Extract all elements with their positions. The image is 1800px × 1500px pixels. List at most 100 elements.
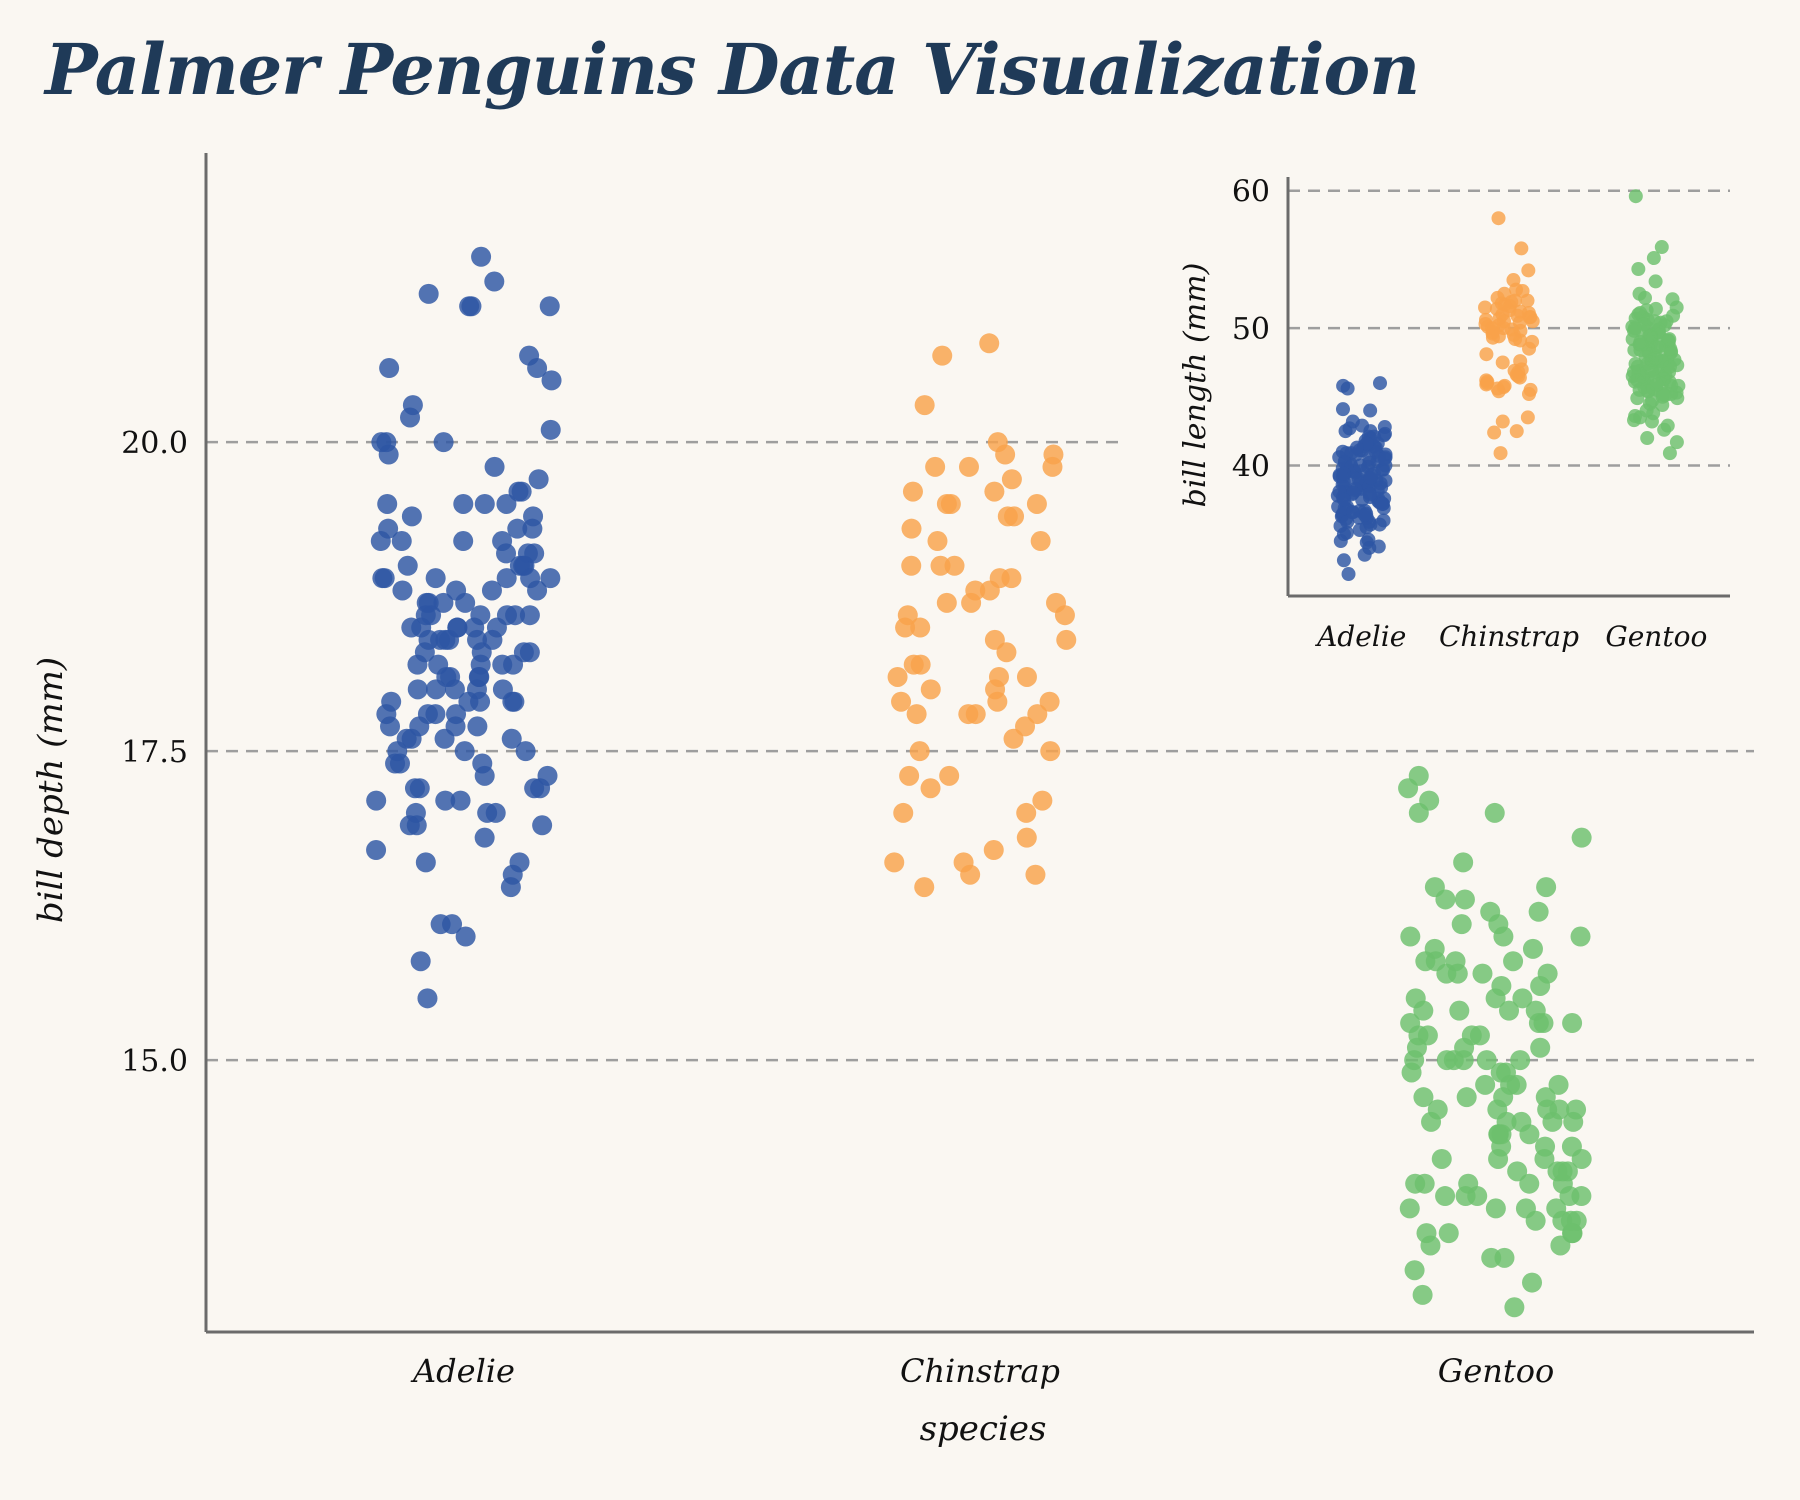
- main-data-point-gentoo: [1507, 1161, 1528, 1182]
- main-data-point-chinstrap: [887, 666, 908, 687]
- main-data-point-adelie: [458, 691, 479, 712]
- inset-data-point-gentoo: [1666, 308, 1681, 323]
- main-data-point-gentoo: [1469, 1025, 1490, 1046]
- main-data-point-adelie: [528, 469, 549, 490]
- main-axes: [204, 153, 1754, 1334]
- main-data-point-chinstrap: [1056, 629, 1077, 650]
- main-data-point-adelie: [474, 493, 495, 514]
- main-data-point-gentoo: [1491, 975, 1512, 996]
- inset-data-point-gentoo: [1644, 414, 1659, 429]
- main-data-point-gentoo: [1476, 1050, 1497, 1071]
- main-data-point-gentoo: [1493, 926, 1514, 947]
- main-data-point-adelie: [405, 802, 426, 823]
- main-data-point-chinstrap: [891, 691, 912, 712]
- main-data-point-gentoo: [1571, 1186, 1592, 1207]
- inset-data-point-gentoo: [1628, 189, 1643, 204]
- main-data-point-adelie: [515, 741, 536, 762]
- inset-data-point-adelie: [1336, 553, 1351, 568]
- main-data-point-gentoo: [1405, 1173, 1426, 1194]
- inset-data-point-gentoo: [1648, 301, 1663, 316]
- main-data-point-gentoo: [1562, 1013, 1583, 1034]
- main-data-point-chinstrap: [944, 555, 965, 576]
- main-data-point-chinstrap: [1030, 531, 1051, 552]
- main-data-point-adelie: [389, 753, 410, 774]
- inset-data-point-adelie: [1337, 492, 1352, 507]
- inset-data-point-gentoo: [1657, 422, 1672, 437]
- inset-data-point-adelie: [1341, 567, 1356, 582]
- main-data-point-gentoo: [1404, 1260, 1425, 1281]
- main-data-point-gentoo: [1561, 1136, 1582, 1157]
- main-data-point-chinstrap: [1016, 802, 1037, 823]
- inset-data-point-adelie: [1357, 547, 1372, 562]
- inset-data-point-chinstrap: [1520, 410, 1535, 425]
- main-data-point-chinstrap: [961, 592, 982, 613]
- main-data-point-chinstrap: [958, 456, 979, 477]
- inset-data-point-adelie: [1353, 458, 1368, 473]
- main-data-point-gentoo: [1475, 1074, 1496, 1095]
- main-data-point-gentoo: [1488, 1148, 1509, 1169]
- inset-data-point-gentoo: [1638, 290, 1653, 305]
- main-data-point-adelie: [378, 444, 399, 465]
- inset-data-point-chinstrap: [1479, 376, 1494, 391]
- inset-y-tick-label: 50: [1232, 312, 1270, 347]
- main-data-point-chinstrap: [906, 704, 927, 725]
- main-data-point-chinstrap: [936, 592, 957, 613]
- main-data-point-chinstrap: [1016, 666, 1037, 687]
- main-data-point-gentoo: [1415, 951, 1436, 972]
- inset-data-point-gentoo: [1671, 378, 1686, 393]
- inset-data-point-gentoo: [1648, 351, 1663, 366]
- main-data-point-gentoo: [1519, 1124, 1540, 1145]
- main-data-point-chinstrap: [902, 481, 923, 502]
- main-data-point-gentoo: [1435, 1186, 1456, 1207]
- main-data-point-chinstrap: [899, 765, 920, 786]
- main-data-point-gentoo: [1563, 1111, 1584, 1132]
- main-data-point-chinstrap: [920, 778, 941, 799]
- main-data-point-gentoo: [1537, 1099, 1558, 1120]
- main-data-point-adelie: [519, 642, 540, 663]
- main-plot: 15.0 17.5 20.0 Adelie Chinstrap Gentoo bill …: [31, 153, 1754, 1449]
- inset-data-point-chinstrap: [1479, 347, 1494, 362]
- main-data-point-adelie: [366, 840, 387, 861]
- main-data-point-gentoo: [1412, 1284, 1433, 1305]
- main-data-point-gentoo: [1515, 1198, 1536, 1219]
- main-x-category-label: Chinstrap: [900, 1352, 1060, 1390]
- main-data-point-adelie: [474, 827, 495, 848]
- main-data-point-adelie: [401, 506, 422, 527]
- inset-data-point-gentoo: [1654, 240, 1669, 255]
- main-data-point-chinstrap: [1042, 456, 1063, 477]
- main-data-point-adelie: [527, 580, 548, 601]
- main-data-point-adelie: [511, 481, 532, 502]
- main-data-point-adelie: [484, 271, 505, 292]
- main-data-point-adelie: [540, 419, 561, 440]
- inset-plot: 40 50 60 Adelie Chinstrap Gentoo bill length…: [1120, 150, 1770, 653]
- main-data-point-adelie: [470, 605, 491, 626]
- main-data-point-chinstrap: [936, 493, 957, 514]
- main-data-point-adelie: [374, 568, 395, 589]
- main-x-category-label: Gentoo: [1438, 1352, 1555, 1390]
- main-data-point-chinstrap: [1016, 827, 1037, 848]
- main-data-point-gentoo: [1472, 963, 1493, 984]
- main-data-point-chinstrap: [987, 691, 1008, 712]
- main-data-point-chinstrap: [1027, 704, 1048, 725]
- main-data-point-adelie: [377, 493, 398, 514]
- inset-y-tick-label: 60: [1232, 175, 1270, 210]
- inset-data-point-chinstrap: [1491, 329, 1506, 344]
- main-data-point-adelie: [539, 296, 560, 317]
- main-data-point-gentoo: [1399, 1198, 1420, 1219]
- main-data-point-gentoo: [1512, 988, 1533, 1009]
- inset-data-point-chinstrap: [1513, 304, 1528, 319]
- main-data-point-chinstrap: [979, 333, 1000, 354]
- main-data-point-adelie: [397, 555, 418, 576]
- main-data-point-adelie: [418, 283, 439, 304]
- main-data-point-gentoo: [1484, 802, 1505, 823]
- main-data-point-adelie: [366, 790, 387, 811]
- main-data-point-chinstrap: [984, 481, 1005, 502]
- main-data-point-adelie: [468, 666, 489, 687]
- main-data-point-gentoo: [1398, 778, 1419, 799]
- main-data-point-adelie: [415, 852, 436, 873]
- main-data-point-gentoo: [1406, 1037, 1427, 1058]
- main-data-point-chinstrap: [901, 518, 922, 539]
- inset-data-point-adelie: [1377, 451, 1392, 466]
- main-data-point-gentoo: [1413, 1087, 1434, 1108]
- inset-data-point-chinstrap: [1478, 300, 1493, 315]
